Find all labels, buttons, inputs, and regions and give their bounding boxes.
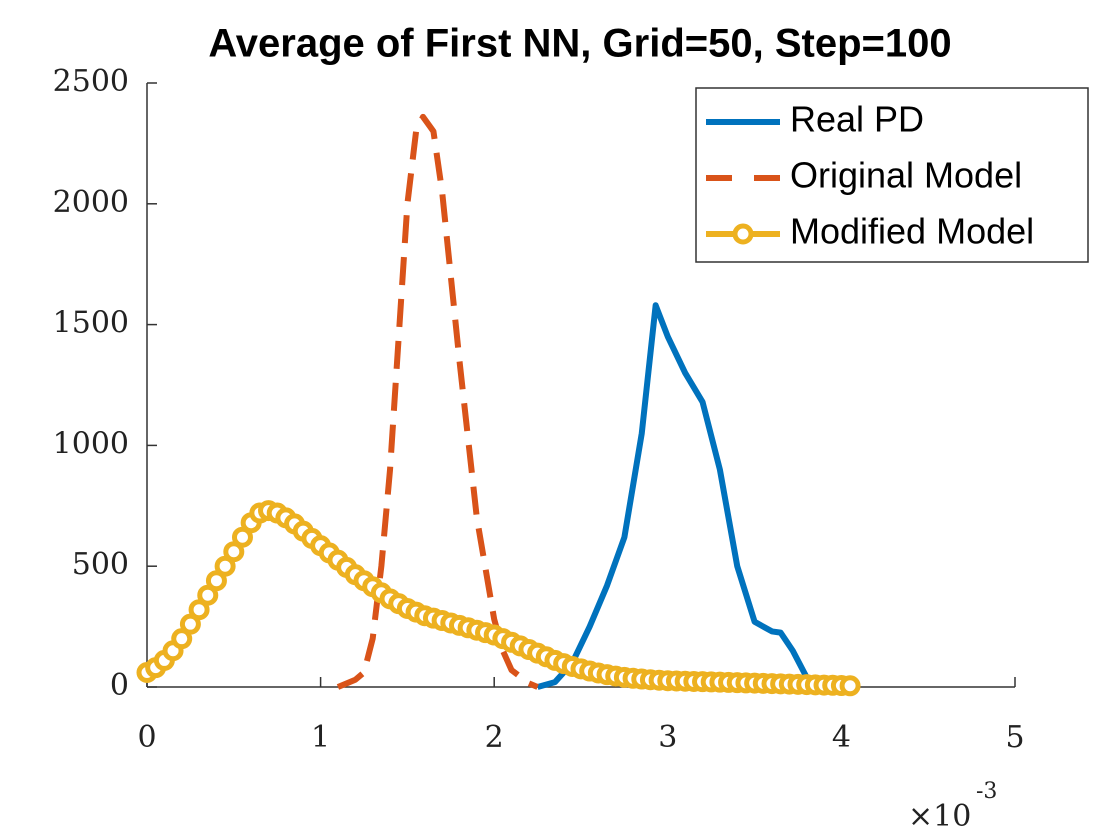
marker bbox=[197, 584, 219, 606]
marker bbox=[171, 628, 193, 650]
legend-label: Original Model bbox=[790, 155, 1022, 196]
x-tick-label: 1 bbox=[311, 720, 330, 755]
marker bbox=[231, 526, 253, 548]
x-tick-label: 5 bbox=[1005, 720, 1024, 755]
chart-title: Average of First NN, Grid=50, Step=100 bbox=[208, 22, 951, 66]
x-tick-label: 3 bbox=[658, 720, 677, 755]
legend-marker bbox=[732, 223, 754, 245]
y-tick-label: 500 bbox=[72, 547, 129, 582]
marker bbox=[214, 555, 236, 577]
y-tick-label: 1500 bbox=[53, 306, 129, 341]
series-line bbox=[336, 113, 539, 690]
x-tick-label: 2 bbox=[485, 720, 504, 755]
legend-label: Modified Model bbox=[790, 211, 1034, 252]
marker bbox=[839, 675, 861, 697]
marker bbox=[179, 613, 201, 635]
x-multiplier-exponent: -3 bbox=[976, 779, 997, 804]
y-tick-label: 2000 bbox=[53, 185, 129, 220]
x-tick-label: 4 bbox=[832, 720, 851, 755]
marker bbox=[223, 541, 245, 563]
y-tick-label: 2500 bbox=[53, 64, 129, 99]
series-line bbox=[536, 302, 818, 690]
marker bbox=[205, 570, 227, 592]
y-tick-label: 0 bbox=[110, 668, 129, 703]
x-multiplier: ×10 bbox=[908, 799, 971, 834]
marker bbox=[188, 599, 210, 621]
x-tick-label: 0 bbox=[137, 720, 156, 755]
legend-label: Real PD bbox=[790, 99, 924, 140]
y-tick-label: 1000 bbox=[53, 426, 129, 461]
